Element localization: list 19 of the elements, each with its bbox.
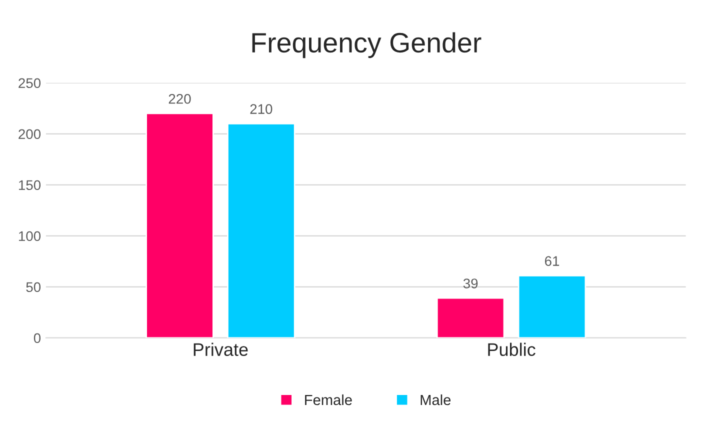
x-tick-label: Private [194, 342, 248, 356]
y-tick-label: 250 [18, 78, 41, 88]
data-label: 39 [463, 278, 478, 288]
bar [436, 297, 505, 338]
legend-label: Female [305, 394, 352, 406]
data-label: 210 [250, 104, 272, 114]
data-label: 61 [544, 256, 560, 266]
legend-label: Male [420, 394, 451, 406]
y-tick-label: 0 [34, 333, 41, 344]
bar [518, 274, 586, 338]
y-tick-label: 150 [18, 180, 41, 190]
chart-title: Frequency Gender [252, 32, 482, 58]
y-tick-label: 50 [26, 282, 41, 292]
bar [146, 112, 214, 338]
y-tick-label: 100 [18, 231, 41, 242]
data-label: 220 [168, 94, 191, 104]
x-tick-label: Public [488, 342, 536, 356]
y-tick-label: 200 [18, 129, 41, 140]
bar [227, 122, 296, 338]
